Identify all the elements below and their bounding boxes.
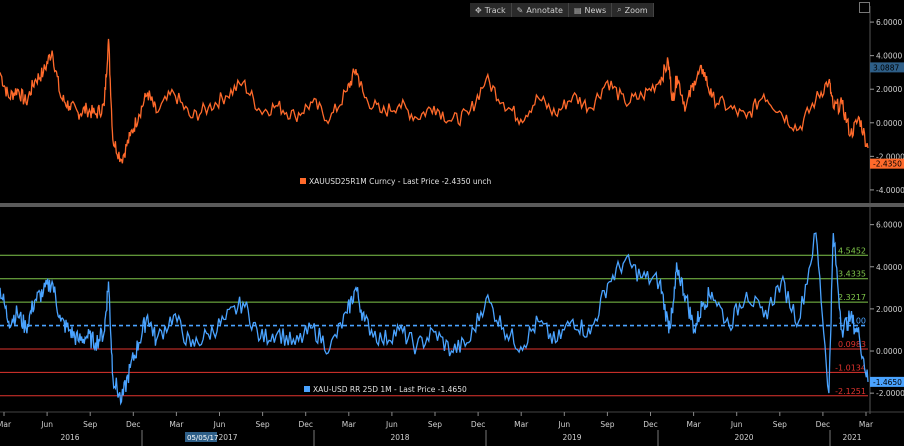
date-marker [185, 432, 217, 442]
tool-label: Track [484, 5, 506, 15]
tool-track-button[interactable]: ✥ Track [470, 3, 512, 17]
series-line [0, 38, 869, 164]
year-label: 2017 [218, 433, 237, 442]
x-tick-label: Jun [385, 420, 398, 429]
x-tick-label: Dec [643, 420, 658, 429]
x-tick-label: Sep [773, 420, 787, 429]
x-tick-label: Sep [83, 420, 97, 429]
reference-line-label: -2.1251 [835, 387, 866, 396]
x-tick-label: Sep [600, 420, 614, 429]
legend-swatch [304, 386, 310, 392]
news-icon: ▤ [573, 5, 582, 15]
x-tick-label: Jun [730, 420, 743, 429]
tool-label: News [584, 5, 607, 15]
date-marker-label: 05/05/17 [187, 434, 218, 442]
x-tick-label: Sep [256, 420, 270, 429]
y-tick-label: -4.0000 [876, 186, 904, 195]
x-tick-label: Mar [514, 420, 529, 429]
price-tag-label: 3.0887 [873, 63, 899, 72]
tool-news-button[interactable]: ▤ News [568, 3, 613, 17]
y-tick-label: -2.0000 [876, 389, 904, 398]
tool-label: Zoom [624, 5, 648, 15]
x-tick-label: Jun [40, 420, 53, 429]
x-tick-label: Dec [126, 420, 141, 429]
year-label: 2021 [842, 433, 861, 442]
reference-line-label: -1.0134 [835, 363, 866, 372]
x-tick-label: Mar [687, 420, 702, 429]
year-label: 2020 [734, 433, 753, 442]
y-tick-label: 4.0000 [876, 52, 902, 61]
y-tick-label: 0.0000 [876, 119, 902, 128]
x-tick-label: Mar [169, 420, 184, 429]
reference-line-label: 2.3217 [838, 293, 866, 302]
tool-zoom-button[interactable]: ⌕ Zoom [612, 3, 654, 17]
y-tick-label: 6.0000 [876, 221, 902, 230]
tool-label: Annotate [526, 5, 563, 15]
x-tick-label: Dec [816, 420, 831, 429]
tool-annotate-button[interactable]: ✎ Annotate [511, 3, 569, 17]
y-tick-label: 4.0000 [876, 263, 902, 272]
y-tick-label: 0.0000 [876, 347, 902, 356]
year-label: 2019 [562, 433, 581, 442]
x-tick-label: Mar [0, 420, 12, 429]
y-tick-label: 2.0000 [876, 305, 902, 314]
reference-line-label: 4.5452 [838, 246, 866, 255]
x-tick-label: Jun [213, 420, 226, 429]
y-tick-label: -2.0000 [876, 152, 904, 161]
move-icon: ✥ [475, 5, 482, 15]
pencil-icon: ✎ [516, 5, 524, 15]
legend-label: XAUUSD25R1M Curncy - Last Price -2.4350 … [309, 177, 492, 186]
x-tick-label: Mar [859, 420, 874, 429]
y-tick-label: 6.0000 [876, 18, 902, 27]
y-tick-label: 2.0000 [876, 85, 902, 94]
year-label: 2018 [390, 433, 409, 442]
price-tag [870, 158, 904, 169]
reference-line-label: 3.4335 [838, 270, 866, 279]
price-tag-label: -1.4650 [873, 378, 902, 387]
year-label: 2016 [60, 433, 79, 442]
legend-swatch [300, 178, 306, 184]
legend-label: XAU-USD RR 25D 1M - Last Price -1.4650 [313, 385, 467, 394]
x-tick-label: Sep [428, 420, 442, 429]
price-tag-label: -2.4350 [873, 160, 902, 169]
magnifier-icon: ⌕ [617, 5, 622, 14]
x-tick-label: Mar [342, 420, 357, 429]
reference-line-label: 0.0983 [838, 340, 866, 349]
price-tag [870, 376, 904, 387]
series-line [0, 232, 869, 406]
x-tick-label: Jun [557, 420, 570, 429]
price-tag [870, 62, 904, 73]
chart-toolbar: ✥ Track ✎ Annotate ▤ News ⌕ Zoom [470, 3, 654, 17]
x-tick-label: Dec [298, 420, 313, 429]
window-maximize-button[interactable] [859, 2, 870, 13]
x-tick-label: Dec [471, 420, 486, 429]
